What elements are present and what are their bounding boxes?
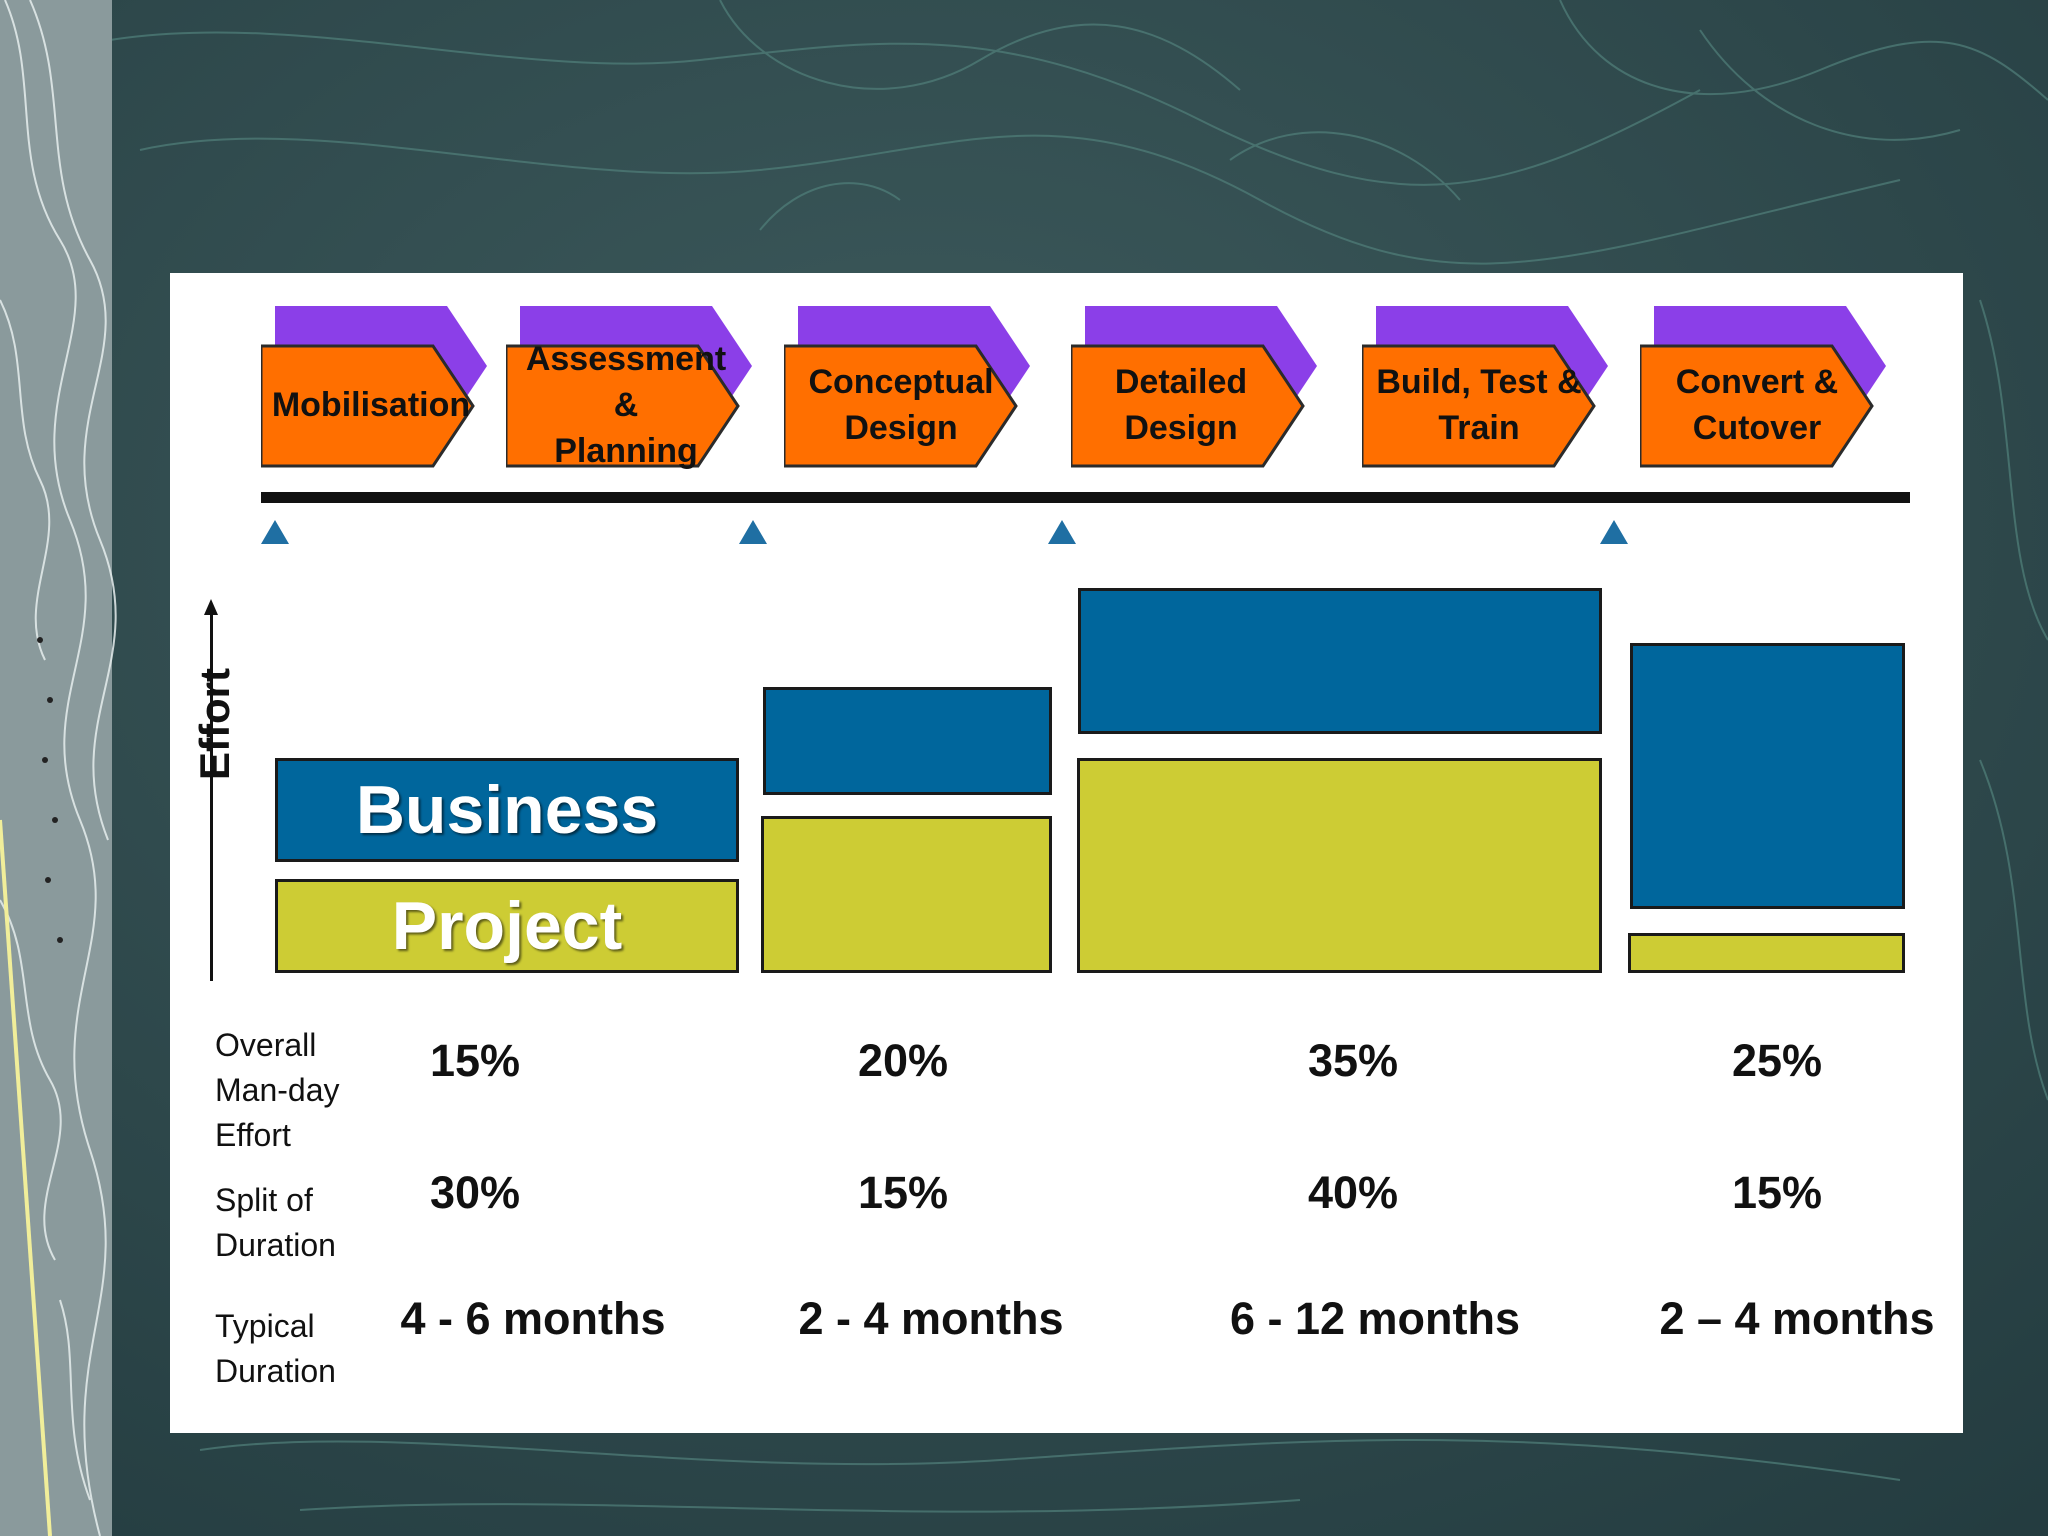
- typical-duration-value: 2 - 4 months: [798, 1293, 1064, 1344]
- phase-arrow-shape: [506, 306, 752, 468]
- split-duration-value: 40%: [1307, 1167, 1399, 1218]
- manday-effort-value: 25%: [1731, 1035, 1823, 1086]
- row-label-typical-duration: Typical Duration: [215, 1308, 336, 1389]
- manday-effort-value: 35%: [1307, 1035, 1399, 1086]
- effort-axis-line: [210, 609, 213, 981]
- phase-arrow-shape: [1640, 306, 1886, 468]
- business-block-phase-2: [763, 687, 1052, 795]
- typical-duration-value: 6 - 12 months: [1229, 1293, 1521, 1344]
- manday-effort-value: 15%: [429, 1035, 521, 1086]
- phase-arrow-shape: [1071, 306, 1317, 468]
- effort-axis-arrowhead: [204, 599, 218, 615]
- split-duration-value: 15%: [1731, 1167, 1823, 1218]
- business-block-phase-3: [1078, 588, 1602, 734]
- phase-arrow-shape: [784, 306, 1030, 468]
- phase-build-test-train: Build, Test & Train: [1362, 306, 1638, 476]
- phase-convert-cutover: Convert & Cutover: [1640, 306, 1916, 476]
- phase-assessment-planning: Assessment & Planning: [506, 306, 782, 476]
- split-duration-value: 30%: [429, 1167, 521, 1218]
- project-block-phase-2: [761, 816, 1052, 973]
- timeline-bar: [261, 492, 1910, 503]
- phase-label: Detailed Design: [1114, 363, 1248, 447]
- split-duration-value: 15%: [857, 1167, 949, 1218]
- phase-label: Assessment & Planning: [525, 340, 727, 470]
- milestone-marker: [1048, 520, 1076, 544]
- phase-mobilisation: Mobilisation: [261, 306, 537, 476]
- milestone-marker: [739, 520, 767, 544]
- milestone-marker: [261, 520, 289, 544]
- row-label-split-duration: Split of Duration: [215, 1182, 336, 1263]
- phase-arrow-shape: [1362, 306, 1608, 468]
- typical-duration-value: 4 - 6 months: [400, 1293, 666, 1344]
- typical-duration-value: 2 – 4 months: [1659, 1293, 1935, 1344]
- milestone-marker: [1600, 520, 1628, 544]
- phase-arrow-shape: [261, 306, 487, 468]
- phase-conceptual-design: Conceptual Design: [784, 306, 1060, 476]
- phase-label: Convert & Cutover: [1675, 363, 1839, 447]
- phase-detailed-design: Detailed Design: [1071, 306, 1347, 476]
- manday-effort-value: 20%: [857, 1035, 949, 1086]
- project-legend-label: Project: [391, 888, 623, 964]
- phase-label: Build, Test & Train: [1376, 363, 1582, 447]
- effort-axis-label: Effort: [191, 668, 238, 780]
- business-block-phase-1: Business: [275, 758, 739, 862]
- phase-label: Mobilisation: [271, 386, 471, 424]
- project-block-phase-4: [1628, 933, 1905, 973]
- business-legend-label: Business: [355, 772, 659, 848]
- business-block-phase-4: [1630, 643, 1905, 909]
- project-block-phase-1: Project: [275, 879, 739, 973]
- project-block-phase-3: [1077, 758, 1602, 973]
- diagram-panel: Mobilisation Assessment & Planning Conce…: [170, 273, 1963, 1433]
- phase-label: Conceptual Design: [808, 363, 994, 447]
- row-label-manday-effort: Overall Man-day Effort: [215, 1027, 340, 1153]
